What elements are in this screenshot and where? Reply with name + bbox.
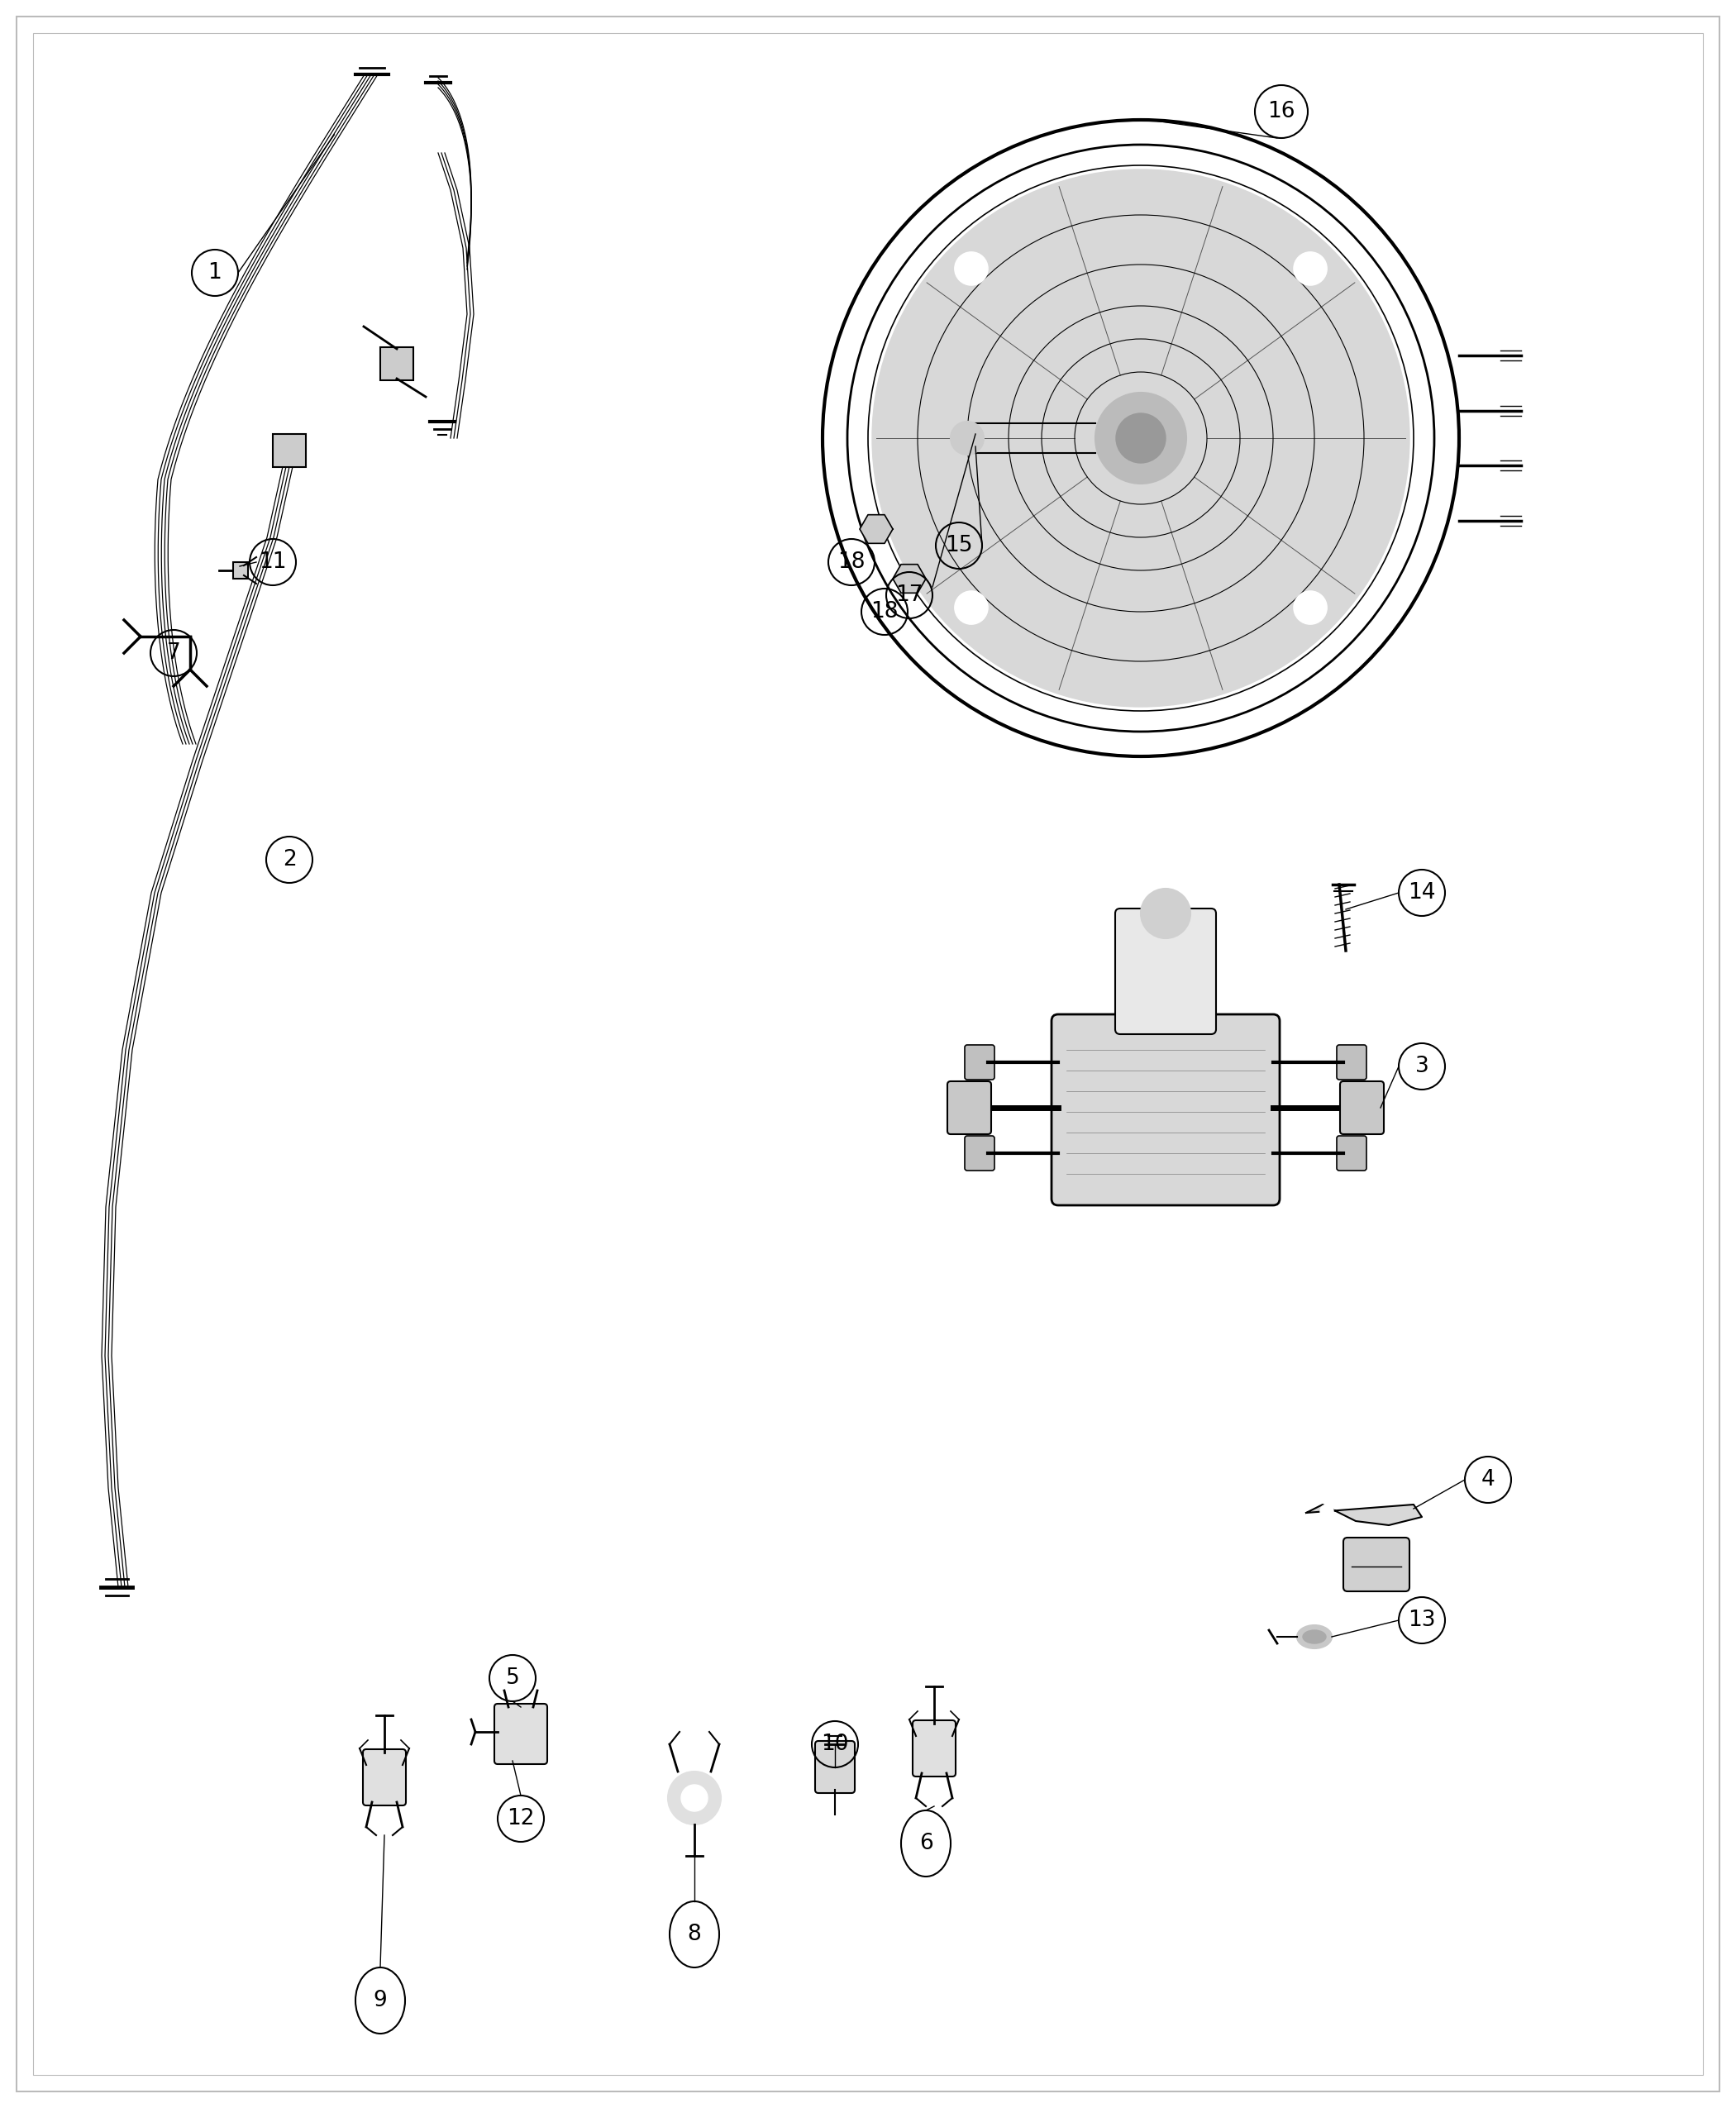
Circle shape <box>951 422 984 455</box>
Circle shape <box>1319 1505 1333 1518</box>
Text: 2: 2 <box>283 850 297 871</box>
Text: 17: 17 <box>896 584 924 605</box>
Text: 3: 3 <box>1415 1056 1429 1077</box>
Text: 5: 5 <box>505 1667 519 1689</box>
FancyBboxPatch shape <box>273 434 306 468</box>
Text: 1: 1 <box>208 261 222 285</box>
FancyBboxPatch shape <box>816 1741 854 1794</box>
Text: 6: 6 <box>918 1832 932 1855</box>
Circle shape <box>955 590 988 624</box>
FancyBboxPatch shape <box>1337 1136 1366 1170</box>
FancyBboxPatch shape <box>1344 1537 1410 1592</box>
FancyBboxPatch shape <box>1340 1081 1384 1134</box>
FancyBboxPatch shape <box>913 1720 955 1777</box>
Polygon shape <box>859 514 892 544</box>
Ellipse shape <box>1297 1625 1332 1648</box>
Polygon shape <box>1305 1505 1422 1526</box>
FancyBboxPatch shape <box>1337 1046 1366 1079</box>
Bar <box>233 563 248 580</box>
Text: 18: 18 <box>837 552 865 573</box>
Circle shape <box>1141 890 1191 938</box>
Text: 14: 14 <box>1408 881 1436 904</box>
Ellipse shape <box>1302 1629 1326 1644</box>
Text: 13: 13 <box>1408 1611 1436 1632</box>
FancyBboxPatch shape <box>965 1136 995 1170</box>
Text: 18: 18 <box>871 601 899 622</box>
Text: 4: 4 <box>1481 1469 1495 1490</box>
Circle shape <box>681 1785 708 1811</box>
Polygon shape <box>892 565 925 592</box>
Circle shape <box>871 169 1410 706</box>
Circle shape <box>1116 413 1165 464</box>
Text: 7: 7 <box>167 643 181 664</box>
Text: 12: 12 <box>507 1809 535 1830</box>
Text: 11: 11 <box>259 552 286 573</box>
Text: 16: 16 <box>1267 101 1295 122</box>
FancyBboxPatch shape <box>1052 1014 1279 1206</box>
Circle shape <box>1293 590 1326 624</box>
Text: 9: 9 <box>373 1990 387 2011</box>
Circle shape <box>1095 392 1186 483</box>
FancyBboxPatch shape <box>1115 909 1215 1035</box>
Text: 8: 8 <box>687 1925 701 1946</box>
Circle shape <box>955 253 988 285</box>
Circle shape <box>668 1771 720 1823</box>
Text: 15: 15 <box>944 535 972 557</box>
FancyBboxPatch shape <box>495 1703 547 1764</box>
Circle shape <box>1293 253 1326 285</box>
FancyBboxPatch shape <box>363 1750 406 1804</box>
FancyBboxPatch shape <box>965 1046 995 1079</box>
FancyBboxPatch shape <box>948 1081 991 1134</box>
FancyBboxPatch shape <box>380 348 413 379</box>
Text: 10: 10 <box>821 1733 849 1756</box>
